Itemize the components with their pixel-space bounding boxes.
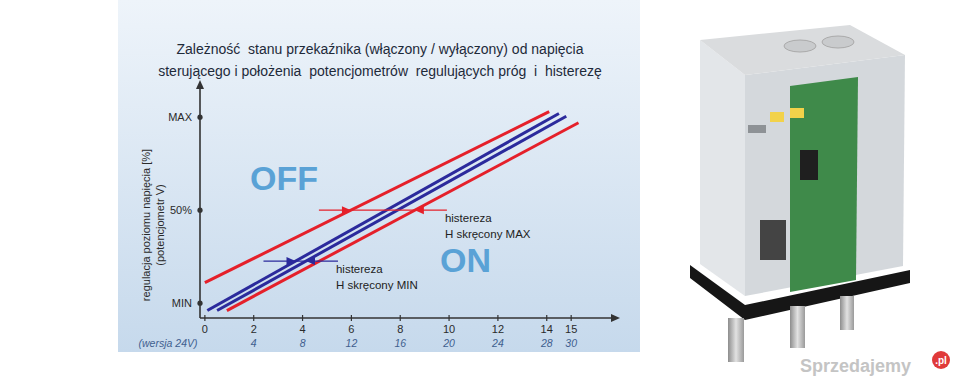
arrow-line [319,209,447,210]
x-tick-label: 4 [299,323,305,335]
arrow-head [286,257,295,265]
x-tick-label: 14 [541,323,553,335]
x-tick [448,315,449,321]
y-tick [197,208,202,213]
x-tick [351,315,352,321]
relay-pcb [790,77,858,292]
panel-background [118,0,640,352]
x2-tick-label: 30 [565,337,577,349]
x-tick [571,315,572,321]
annotation-text: histereza [445,212,492,224]
x-tick-label: 15 [565,323,577,335]
x2-tick-label: 20 [442,337,455,349]
annotation-text: H skręcony MAX [445,228,531,240]
relay-front [745,55,905,296]
title: Zależność stanu przekaźnika (włączony / … [177,41,584,57]
x-tick [302,315,303,321]
y-axis-label: regulacja poziomu napięcia [%] [140,149,152,301]
watermark-suffix: .pl [935,355,947,366]
relay-photo [690,25,910,362]
x2-tick-label: 4 [251,337,257,349]
region-label: OFF [250,159,318,197]
x-tick-label: 8 [397,323,403,335]
watermark-badge [932,351,950,369]
relay-pot [790,108,804,118]
annotation-text: H skręcony MIN [336,279,418,291]
chart-root: Zależność stanu przekaźnika (włączony / … [0,0,960,388]
y-tick-label: MIN [172,297,192,309]
arrow-head [342,206,351,214]
x-tick-label: 0 [202,323,208,335]
relay-pin [840,296,854,330]
watermark: Sprzedajemy [800,356,911,376]
series-line [227,123,579,311]
hysteresis-arrow [319,206,447,214]
x-tick-label: 12 [492,323,504,335]
x-tick [253,315,254,321]
x2-tick-label: 12 [346,337,358,349]
y-axis [199,86,201,318]
relay-coil [760,220,786,260]
y-axis-label: (potencjometr V) [154,184,166,265]
series-line [207,113,559,310]
arrow-head [415,206,424,214]
y-tick-label: MAX [168,111,193,123]
series-line [205,112,549,283]
x2-axis-label: (wersja 24V) [139,337,198,349]
relay-pin [728,318,744,362]
x-tick [546,315,547,321]
x-tick [497,315,498,321]
x-tick [204,315,205,321]
relay-pot [770,112,784,122]
x2-tick-label: 16 [394,337,406,349]
relay-pin [790,306,805,348]
x-tick-label: 2 [251,323,257,335]
x-tick-label: 10 [443,323,455,335]
x-axis [200,317,614,319]
relay-chip [800,150,818,180]
region-label: ON [440,241,491,279]
y-tick-label: 50% [170,204,192,216]
x2-tick-label: 8 [300,337,306,349]
x2-tick-label: 24 [491,337,504,349]
relay-top [700,25,905,75]
y-tick [197,301,202,306]
relay-knob [784,40,816,52]
x-axis-arrow [611,314,620,322]
hysteresis-arrow [263,257,338,265]
y-tick [197,115,202,120]
y-axis-arrow [196,80,204,89]
series-line [217,116,566,310]
relay-side [700,40,745,296]
annotation-text: histereza [336,263,383,275]
arrow-head [306,257,315,265]
title: sterującego i położenia potencjometrów r… [158,63,602,79]
x-tick [400,315,401,321]
x-tick-label: 6 [348,323,354,335]
x2-tick-label: 28 [540,337,553,349]
relay-led [748,125,766,133]
relay-knob [822,36,854,48]
arrow-line [263,260,338,261]
